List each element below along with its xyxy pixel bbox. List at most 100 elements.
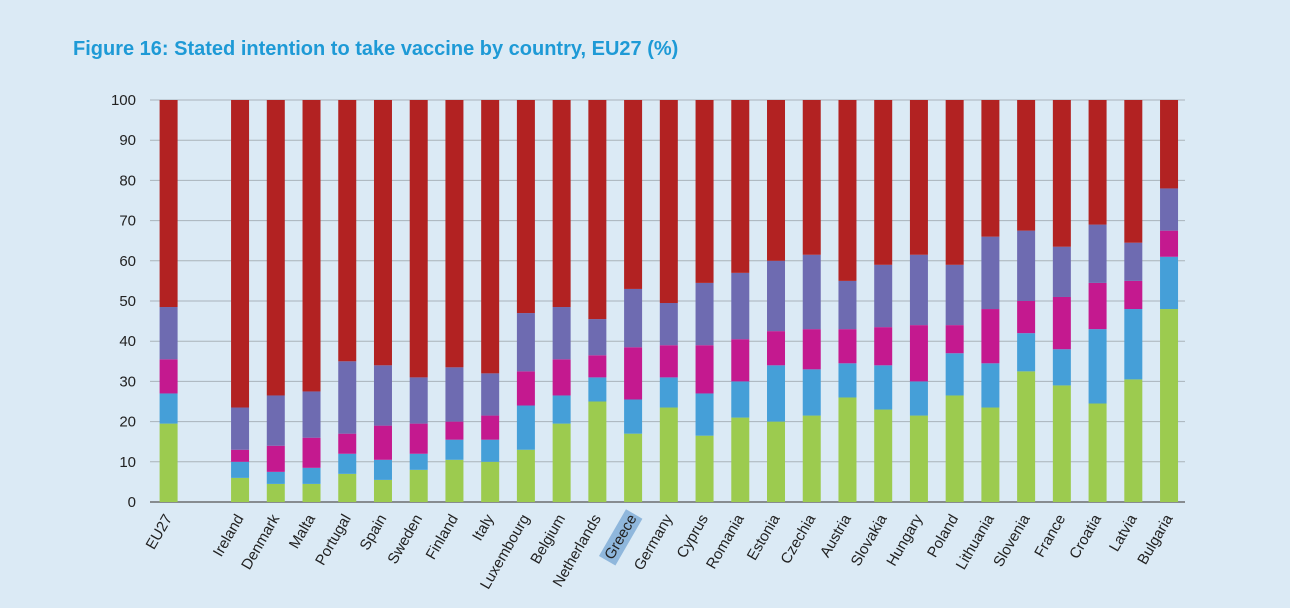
bar-segment-denmark-4 (266, 100, 285, 396)
bar-segment-austria-1 (838, 363, 857, 398)
bar-segment-germany-0 (659, 407, 678, 502)
bar-segment-slovakia-3 (874, 264, 893, 328)
bar-segment-croatia-3 (1088, 224, 1107, 283)
bar-segment-ireland-1 (231, 461, 250, 478)
bar-segment-austria-0 (838, 397, 857, 502)
bar-segment-finland-0 (445, 459, 464, 502)
y-tick-label: 90 (119, 132, 136, 149)
bar-segment-belgium-0 (552, 423, 571, 502)
bar-segment-luxembourg-2 (516, 371, 535, 406)
bar-segment-eu27-4 (159, 100, 178, 308)
bar-segment-bulgaria-4 (1160, 100, 1179, 189)
bar-segment-romania-0 (731, 417, 750, 502)
bar-segment-cyprus-1 (695, 393, 714, 436)
bar-segment-sweden-3 (409, 377, 428, 424)
x-tick-label: Czechia (777, 511, 819, 567)
bar-segment-sweden-1 (409, 453, 428, 470)
bar-segment-italy-1 (481, 439, 500, 462)
bar-segment-netherlands-0 (588, 401, 607, 502)
bar-segment-luxembourg-3 (516, 313, 535, 372)
bar-segment-france-4 (1052, 100, 1071, 247)
bar-segment-portugal-2 (338, 433, 357, 454)
x-tick-label: Poland (924, 512, 962, 561)
bar-segment-cyprus-4 (695, 100, 714, 283)
x-tick-label: France (1031, 512, 1069, 561)
bar-segment-finland-3 (445, 367, 464, 422)
bar-segment-hungary-1 (909, 381, 928, 416)
bar-segment-austria-2 (838, 329, 857, 364)
x-tick-label: Ireland (210, 512, 248, 560)
bar-segment-portugal-0 (338, 473, 357, 502)
bar-segment-malta-3 (302, 391, 321, 438)
bar-segment-italy-2 (481, 415, 500, 440)
bar-segment-estonia-1 (767, 365, 786, 422)
bar-segment-germany-2 (659, 345, 678, 378)
x-tick-label: Italy (469, 511, 498, 544)
bar-segment-denmark-1 (266, 471, 285, 484)
y-tick-label: 60 (119, 253, 136, 270)
y-tick-label: 80 (119, 172, 136, 189)
label-highlight (598, 509, 643, 566)
bar-segment-poland-2 (945, 325, 964, 354)
bar-segment-poland-3 (945, 264, 964, 326)
y-tick-label: 50 (119, 293, 136, 310)
bar-segment-czechia-3 (802, 254, 821, 330)
bar-segment-belgium-4 (552, 100, 571, 308)
x-tick-label: Latvia (1106, 511, 1141, 555)
bar-segment-bulgaria-2 (1160, 230, 1179, 257)
bar-segment-cyprus-2 (695, 345, 714, 394)
bar-segment-slovenia-4 (1017, 100, 1036, 231)
bar-segment-croatia-1 (1088, 329, 1107, 404)
bar-segment-france-3 (1052, 246, 1071, 297)
bar-segment-cyprus-0 (695, 435, 714, 502)
bar-segment-portugal-4 (338, 100, 357, 362)
bar-segment-slovakia-0 (874, 409, 893, 502)
bar-segment-slovenia-1 (1017, 333, 1036, 372)
bar-segment-romania-1 (731, 381, 750, 418)
bar-segment-italy-4 (481, 100, 500, 374)
bar-segment-poland-1 (945, 353, 964, 396)
bar-segment-spain-1 (373, 459, 392, 480)
bar-segment-malta-1 (302, 467, 321, 484)
bar-segment-spain-0 (373, 479, 392, 502)
x-tick-label: Estonia (744, 511, 784, 563)
bar-segment-estonia-2 (767, 331, 786, 366)
bar-segment-hungary-3 (909, 254, 928, 326)
bar-segment-bulgaria-1 (1160, 256, 1179, 310)
bar-segment-hungary-4 (909, 100, 928, 255)
bar-segment-estonia-0 (767, 421, 786, 502)
bar-segment-ireland-0 (231, 477, 250, 502)
bar-segment-netherlands-2 (588, 355, 607, 378)
bar-segment-finland-4 (445, 100, 464, 368)
bar-segment-croatia-2 (1088, 282, 1107, 330)
bar-segment-latvia-1 (1124, 309, 1143, 380)
bar-segment-finland-1 (445, 439, 464, 460)
bar-segment-portugal-3 (338, 361, 357, 434)
bar-segment-greece-3 (624, 288, 643, 348)
y-tick-label: 70 (119, 213, 136, 230)
bar-segment-france-1 (1052, 349, 1071, 386)
x-tick-label: Austria (817, 511, 855, 560)
bar-segment-bulgaria-0 (1160, 309, 1179, 502)
x-tick-label: Cyprus (674, 512, 712, 562)
bar-segment-luxembourg-0 (516, 449, 535, 502)
bar-segment-latvia-0 (1124, 379, 1143, 502)
bar-segment-czechia-2 (802, 329, 821, 370)
bar-segment-luxembourg-1 (516, 405, 535, 450)
y-tick-label: 40 (119, 333, 136, 350)
bar-segment-netherlands-3 (588, 319, 607, 356)
bar-segment-netherlands-1 (588, 377, 607, 402)
bar-segment-germany-1 (659, 377, 678, 408)
bar-segment-malta-0 (302, 483, 321, 502)
bar-segment-austria-3 (838, 280, 857, 330)
y-tick-label: 10 (119, 454, 136, 471)
bar-segment-romania-4 (731, 100, 750, 273)
bar-segment-estonia-3 (767, 260, 786, 332)
bar-segment-italy-0 (481, 461, 500, 502)
bar-segment-denmark-2 (266, 445, 285, 472)
bar-segment-croatia-0 (1088, 403, 1107, 502)
bar-segment-greece-1 (624, 399, 643, 434)
bar-segment-poland-0 (945, 395, 964, 502)
bar-segment-croatia-4 (1088, 100, 1107, 225)
x-tick-label: Spain (357, 512, 391, 554)
